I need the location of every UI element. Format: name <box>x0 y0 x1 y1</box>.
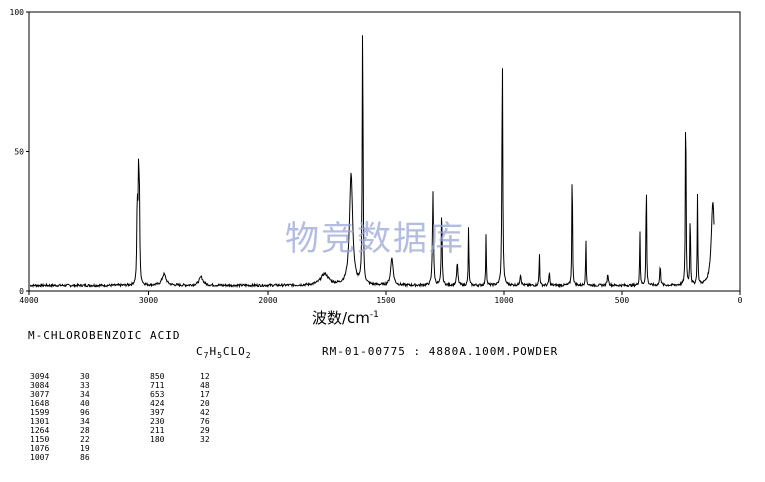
peak-intensity: 22 <box>80 435 90 444</box>
peak-wavenumber: 397 <box>150 408 165 417</box>
peak-wavenumber: 711 <box>150 381 165 390</box>
peak-table-column-2: 850 12 711 48 653 17 424 20 397 42 230 76 211 29 180 32 <box>150 372 230 444</box>
peak-intensity: 28 <box>80 426 90 435</box>
molecular-formula: C7H5CLO2 <box>196 345 252 360</box>
peak-table-row: 711 48 <box>150 381 230 390</box>
peak-intensity: 48 <box>200 381 210 390</box>
x-axis-label: 波数/cm-1 <box>312 309 379 327</box>
y-tick-label: 50 <box>14 148 24 157</box>
peak-intensity: 42 <box>200 408 210 417</box>
peak-wavenumber: 424 <box>150 399 165 408</box>
peak-intensity: 19 <box>80 444 90 453</box>
x-tick-label: 500 <box>615 296 630 305</box>
peak-table-row: 653 17 <box>150 390 230 399</box>
peak-intensity: 20 <box>200 399 210 408</box>
x-tick-label: 1500 <box>376 296 395 305</box>
peak-table-row: 3077 34 <box>30 390 110 399</box>
x-tick-label: 2000 <box>258 296 277 305</box>
peak-intensity: 33 <box>80 381 90 390</box>
peak-intensity: 29 <box>200 426 210 435</box>
spectrum-id: RM-01-00775 : 4880A.100M.POWDER <box>322 345 559 358</box>
peak-wavenumber: 3094 <box>30 372 50 381</box>
formula-rest: CLO <box>222 345 246 358</box>
x-tick-label: 3000 <box>139 296 158 305</box>
peak-wavenumber: 653 <box>150 390 165 399</box>
formula-o-count: 2 <box>245 351 252 361</box>
x-tick-label: 0 <box>738 296 743 305</box>
peak-wavenumber: 1264 <box>30 426 50 435</box>
peak-table-row: 1076 19 <box>30 444 110 453</box>
peak-wavenumber: 1599 <box>30 408 50 417</box>
spectrum-series-line <box>29 35 715 289</box>
peak-table-row: 424 20 <box>150 399 230 408</box>
peak-table-row: 230 76 <box>150 417 230 426</box>
y-tick-label: 100 <box>10 8 25 17</box>
peak-wavenumber: 230 <box>150 417 165 426</box>
peak-table-row: 1648 40 <box>30 399 110 408</box>
peak-intensity: 34 <box>80 390 90 399</box>
peak-wavenumber: 1076 <box>30 444 50 453</box>
formula-h-count: 5 <box>217 351 223 361</box>
peak-table-column-1: 3094 30 3084 33 3077 34 1648 40 1599 96 1301 34 1264… <box>30 372 110 462</box>
peak-table-row: 1150 22 <box>30 435 110 444</box>
peak-table-row: 180 32 <box>150 435 230 444</box>
peak-table-row: 211 29 <box>150 426 230 435</box>
y-axis-ticks: 0 50 100 <box>10 8 29 296</box>
formula-h: H <box>209 345 218 358</box>
peak-wavenumber: 1150 <box>30 435 50 444</box>
peak-table-row: 397 42 <box>150 408 230 417</box>
peak-intensity: 76 <box>200 417 210 426</box>
x-axis-label-exponent: -1 <box>370 310 379 320</box>
compound-name: M-CHLOROBENZOIC ACID <box>28 329 181 342</box>
peak-wavenumber: 180 <box>150 435 165 444</box>
formula-c: C <box>196 345 204 358</box>
peak-table-row: 1599 96 <box>30 408 110 417</box>
peak-table-row: 850 12 <box>150 372 230 381</box>
peak-table-row: 3094 30 <box>30 372 110 381</box>
peak-wavenumber: 3084 <box>30 381 50 390</box>
peak-wavenumber: 211 <box>150 426 165 435</box>
watermark: 物竞数据库 <box>285 219 465 259</box>
peak-intensity: 12 <box>200 372 210 381</box>
x-axis-label-text: 波数/cm <box>312 309 370 327</box>
peak-intensity: 32 <box>200 435 210 444</box>
peak-intensity: 34 <box>80 417 90 426</box>
x-tick-label: 1000 <box>494 296 513 305</box>
x-axis-ticks: 4000 3000 2000 1500 1000 500 0 <box>19 291 743 305</box>
peak-intensity: 96 <box>80 408 90 417</box>
x-tick-label: 4000 <box>19 296 38 305</box>
peak-intensity: 40 <box>80 399 90 408</box>
peak-table-row: 1007 86 <box>30 453 110 462</box>
peak-wavenumber: 850 <box>150 372 165 381</box>
peak-wavenumber: 3077 <box>30 390 50 399</box>
peak-wavenumber: 1648 <box>30 399 50 408</box>
peak-table-row: 3084 33 <box>30 381 110 390</box>
peak-table-row: 1264 28 <box>30 426 110 435</box>
peak-intensity: 86 <box>80 453 90 462</box>
formula-c-count: 7 <box>203 351 210 361</box>
peak-table-row: 1301 34 <box>30 417 110 426</box>
peak-intensity: 17 <box>200 390 210 399</box>
raman-spectrum-chart: 0 50 100 4000 3000 2000 1500 1000 500 0 物竞数据库 波数… <box>10 8 743 327</box>
peak-wavenumber: 1301 <box>30 417 50 426</box>
y-tick-label: 0 <box>19 287 24 296</box>
peak-intensity: 30 <box>80 372 90 381</box>
peak-wavenumber: 1007 <box>30 453 50 462</box>
